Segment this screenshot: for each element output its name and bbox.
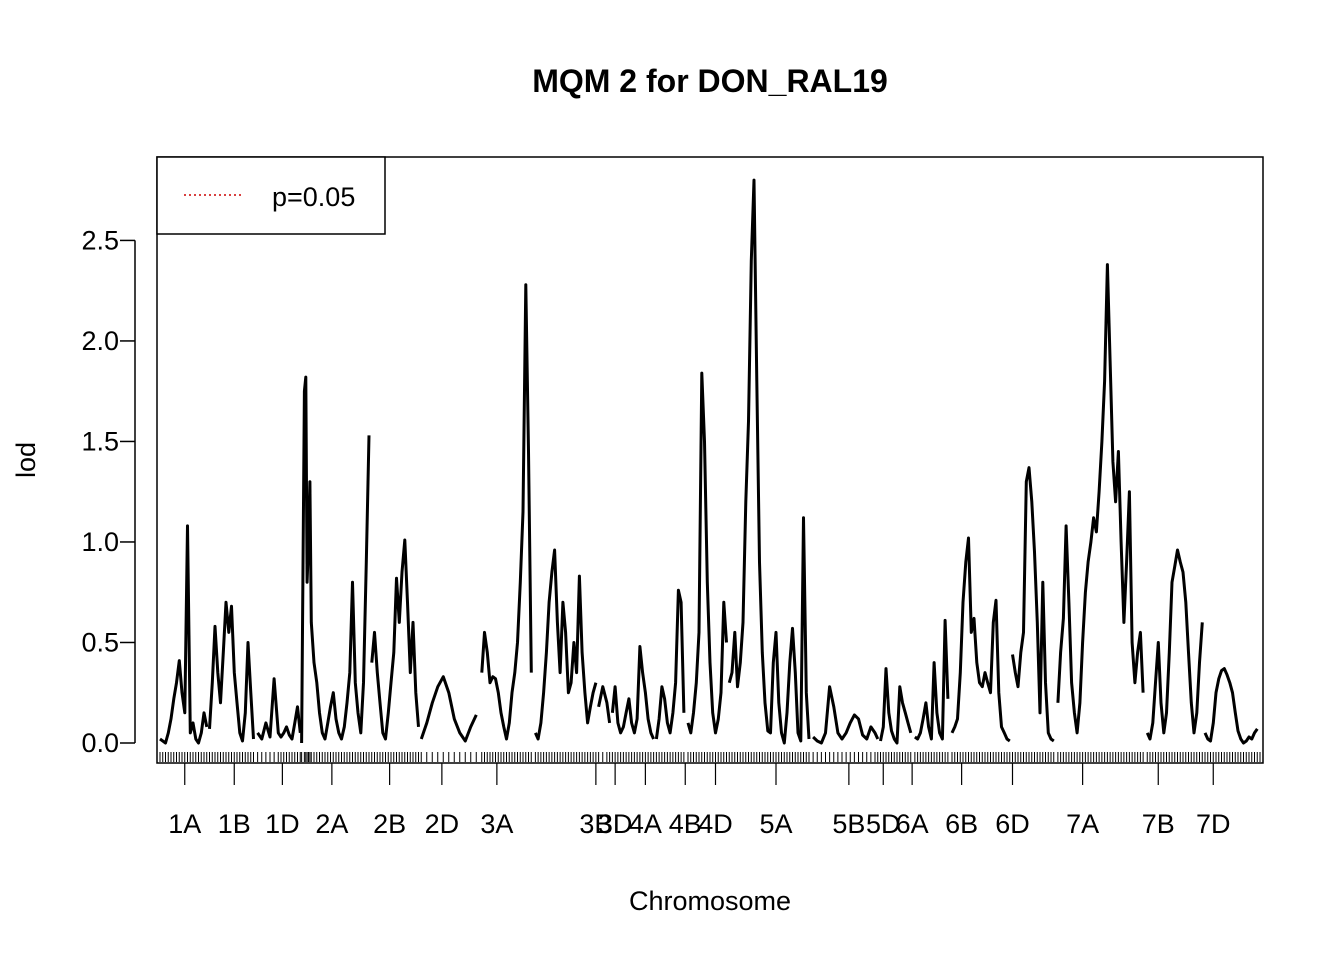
lod-line-3A (480, 283, 533, 741)
x-tick-label: 4D (698, 809, 733, 839)
lod-line-2D (419, 675, 478, 743)
x-tick-label: 6D (995, 809, 1030, 839)
lod-line-2B (370, 538, 420, 741)
x-tick-label: 4A (629, 809, 662, 839)
lod-line-4A (610, 645, 655, 740)
x-tick-label: 3D (598, 809, 633, 839)
x-tick-label: 1A (168, 809, 201, 839)
lod-line-1D (256, 677, 302, 741)
lod-line-7B (1145, 548, 1204, 741)
y-tick-label: 1.5 (81, 426, 119, 456)
lod-line-1B (208, 600, 255, 743)
lod-line-1A (159, 524, 209, 745)
lod-line-2A (300, 375, 371, 744)
lod-line-7D (1203, 667, 1259, 745)
y-axis-label: lod (11, 442, 41, 478)
x-tick-label: 1B (218, 809, 251, 839)
lod-line-4D (686, 371, 728, 735)
x-tick-label: 7A (1066, 809, 1099, 839)
x-tick-label: 2D (425, 809, 460, 839)
lod-line-5A (727, 178, 811, 745)
lod-line-5B (812, 685, 880, 745)
lod-curves (159, 178, 1259, 745)
lod-line-3B (534, 548, 598, 741)
x-tick-label: 5A (759, 809, 792, 839)
x-tick-label: 6A (896, 809, 929, 839)
x-tick-label: 3B (579, 809, 612, 839)
x-tick-label: 1D (265, 809, 300, 839)
x-tick-label: 5D (866, 809, 901, 839)
x-tick-label: 7B (1142, 809, 1175, 839)
y-tick-label: 2.0 (81, 326, 119, 356)
lod-line-6A (914, 618, 950, 741)
y-axis: 0.0 0.5 1.0 1.5 2.0 2.5 (81, 225, 136, 758)
x-tick-label: 4B (669, 809, 702, 839)
lod-line-6D (1011, 466, 1055, 743)
y-tick-label: 1.0 (81, 527, 119, 557)
legend: p=0.05 (156, 156, 386, 235)
chart-title: MQM 2 for DON_RAL19 (532, 63, 888, 99)
lod-line-4B (654, 588, 686, 740)
y-tick-label: 2.5 (81, 225, 119, 255)
x-tick-label: 6B (945, 809, 978, 839)
y-tick-label: 0.0 (81, 728, 119, 758)
lod-line-3D (597, 685, 612, 724)
y-tick-label: 0.5 (81, 627, 119, 657)
x-axis-label: Chromosome (629, 886, 791, 916)
plot-area (156, 156, 1264, 764)
lod-line-7A (1056, 263, 1145, 735)
x-tick-label: 7D (1196, 809, 1231, 839)
legend-label: p=0.05 (272, 182, 355, 212)
x-tick-label: 2B (373, 809, 406, 839)
x-tick-label: 2A (315, 809, 348, 839)
lod-line-6B (950, 536, 1011, 743)
lod-line-5D (879, 667, 913, 745)
marker-rug (159, 752, 1261, 762)
x-tick-label: 3A (480, 809, 513, 839)
x-tick-label: 5B (832, 809, 865, 839)
